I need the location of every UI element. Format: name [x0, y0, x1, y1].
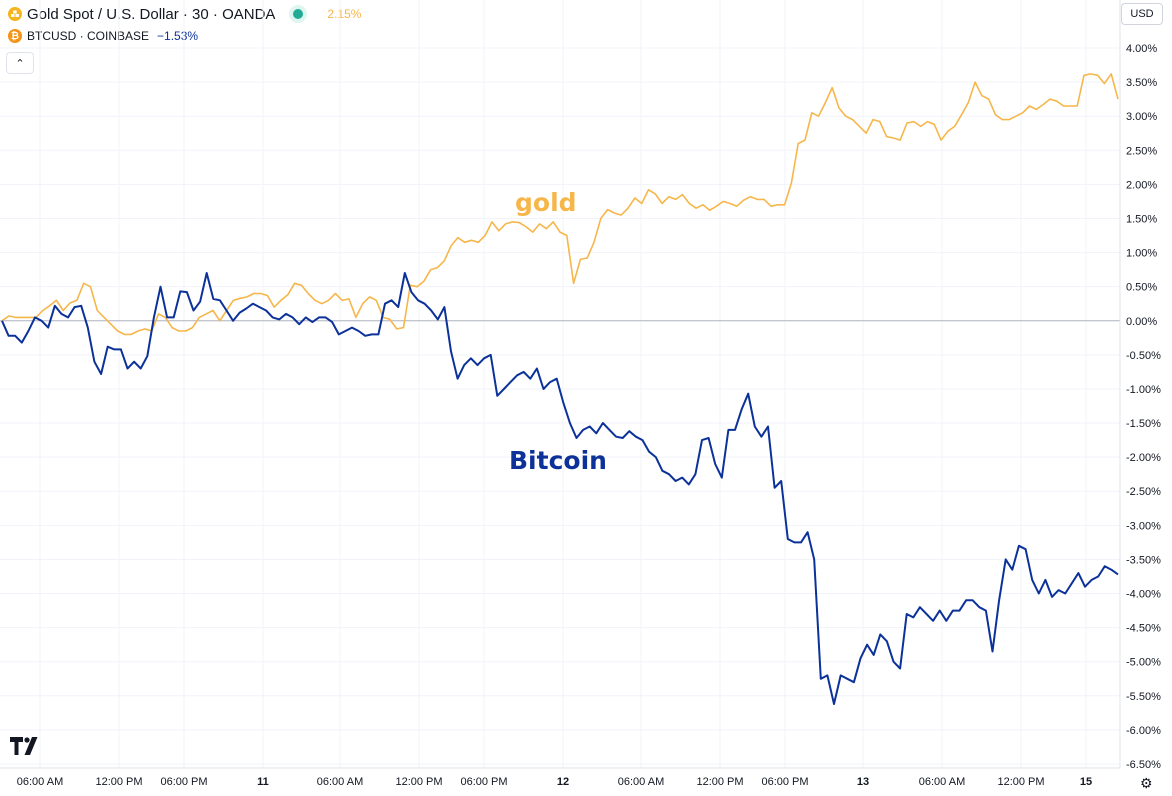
- gold-series-line: [1, 73, 1119, 336]
- collapse-legend-button[interactable]: ⌃: [6, 52, 34, 74]
- currency-button[interactable]: USD: [1121, 3, 1163, 25]
- x-tick-label: 15: [1080, 776, 1092, 788]
- bitcoin-icon: ₿: [8, 29, 22, 43]
- y-tick-label: -5.00%: [1126, 657, 1161, 669]
- y-tick-label: 0.00%: [1126, 316, 1157, 328]
- x-tick-label: 06:00 AM: [317, 776, 363, 788]
- x-tick-label: 06:00 AM: [919, 776, 965, 788]
- settings-gear-icon[interactable]: ⚙: [1140, 775, 1153, 791]
- y-tick-label: 3.00%: [1126, 111, 1157, 123]
- x-tick-label: 06:00 PM: [460, 776, 507, 788]
- x-tick-label: 06:00 AM: [618, 776, 664, 788]
- gold-symbol-title[interactable]: Gold Spot / U.S. Dollar · 30 · OANDA: [27, 5, 276, 23]
- y-tick-label: 0.50%: [1126, 282, 1157, 294]
- y-tick-label: 1.00%: [1126, 248, 1157, 260]
- y-tick-label: 1.50%: [1126, 213, 1157, 225]
- legend-row-gold[interactable]: Gold Spot / U.S. Dollar · 30 · OANDA 2.1…: [8, 4, 361, 24]
- btc-series-line: [1, 272, 1119, 705]
- y-tick-label: -4.00%: [1126, 589, 1161, 601]
- y-tick-label: -2.50%: [1126, 486, 1161, 498]
- gold-annotation-label: gold: [515, 188, 577, 217]
- y-tick-label: -4.50%: [1126, 623, 1161, 635]
- x-tick-label: 06:00 PM: [160, 776, 207, 788]
- y-tick-label: -0.50%: [1126, 350, 1161, 362]
- y-tick-label: -6.50%: [1126, 759, 1161, 771]
- x-tick-label: 12: [557, 776, 569, 788]
- y-tick-label: 2.50%: [1126, 145, 1157, 157]
- y-tick-label: -5.50%: [1126, 691, 1161, 703]
- x-tick-label: 12:00 PM: [997, 776, 1044, 788]
- x-tick-label: 13: [857, 776, 869, 788]
- btc-annotation-label: Bitcoin: [509, 446, 607, 475]
- gold-bars-icon: [8, 7, 22, 21]
- tradingview-logo-icon[interactable]: [10, 737, 42, 760]
- x-tick-label: 06:00 PM: [761, 776, 808, 788]
- market-status-icon: [293, 9, 304, 19]
- y-tick-label: -6.00%: [1126, 725, 1161, 737]
- y-tick-label: 4.00%: [1126, 43, 1157, 55]
- y-tick-label: 3.50%: [1126, 77, 1157, 89]
- x-tick-label: 12:00 PM: [696, 776, 743, 788]
- x-tick-label: 12:00 PM: [95, 776, 142, 788]
- y-tick-label: -3.00%: [1126, 520, 1161, 532]
- y-tick-label: -3.50%: [1126, 554, 1161, 566]
- x-tick-label: 11: [257, 776, 269, 788]
- btc-change-value: −1.53%: [157, 29, 199, 43]
- x-tick-label: 12:00 PM: [395, 776, 442, 788]
- x-tick-label: 06:00 AM: [17, 776, 63, 788]
- y-tick-label: -2.00%: [1126, 452, 1161, 464]
- y-tick-label: -1.00%: [1126, 384, 1161, 396]
- gold-change-value: 2.15%: [327, 7, 362, 21]
- y-tick-label: -1.50%: [1126, 418, 1161, 430]
- y-tick-label: 2.00%: [1126, 179, 1157, 191]
